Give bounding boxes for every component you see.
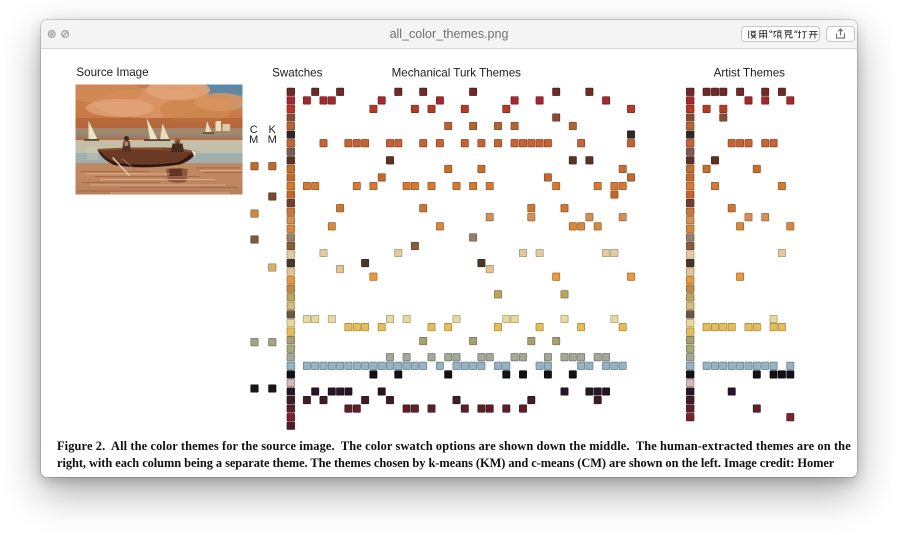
svg-text:Artist Themes: Artist Themes [714, 66, 786, 79]
svg-text:C: C [250, 124, 258, 136]
svg-text:K: K [269, 124, 277, 136]
svg-text:M: M [249, 134, 258, 146]
svg-text:Source Image: Source Image [76, 66, 148, 79]
svg-text:M: M [268, 134, 277, 146]
svg-text:Swatches: Swatches [272, 66, 322, 79]
svg-text:Mechanical Turk Themes: Mechanical Turk Themes [392, 66, 522, 79]
